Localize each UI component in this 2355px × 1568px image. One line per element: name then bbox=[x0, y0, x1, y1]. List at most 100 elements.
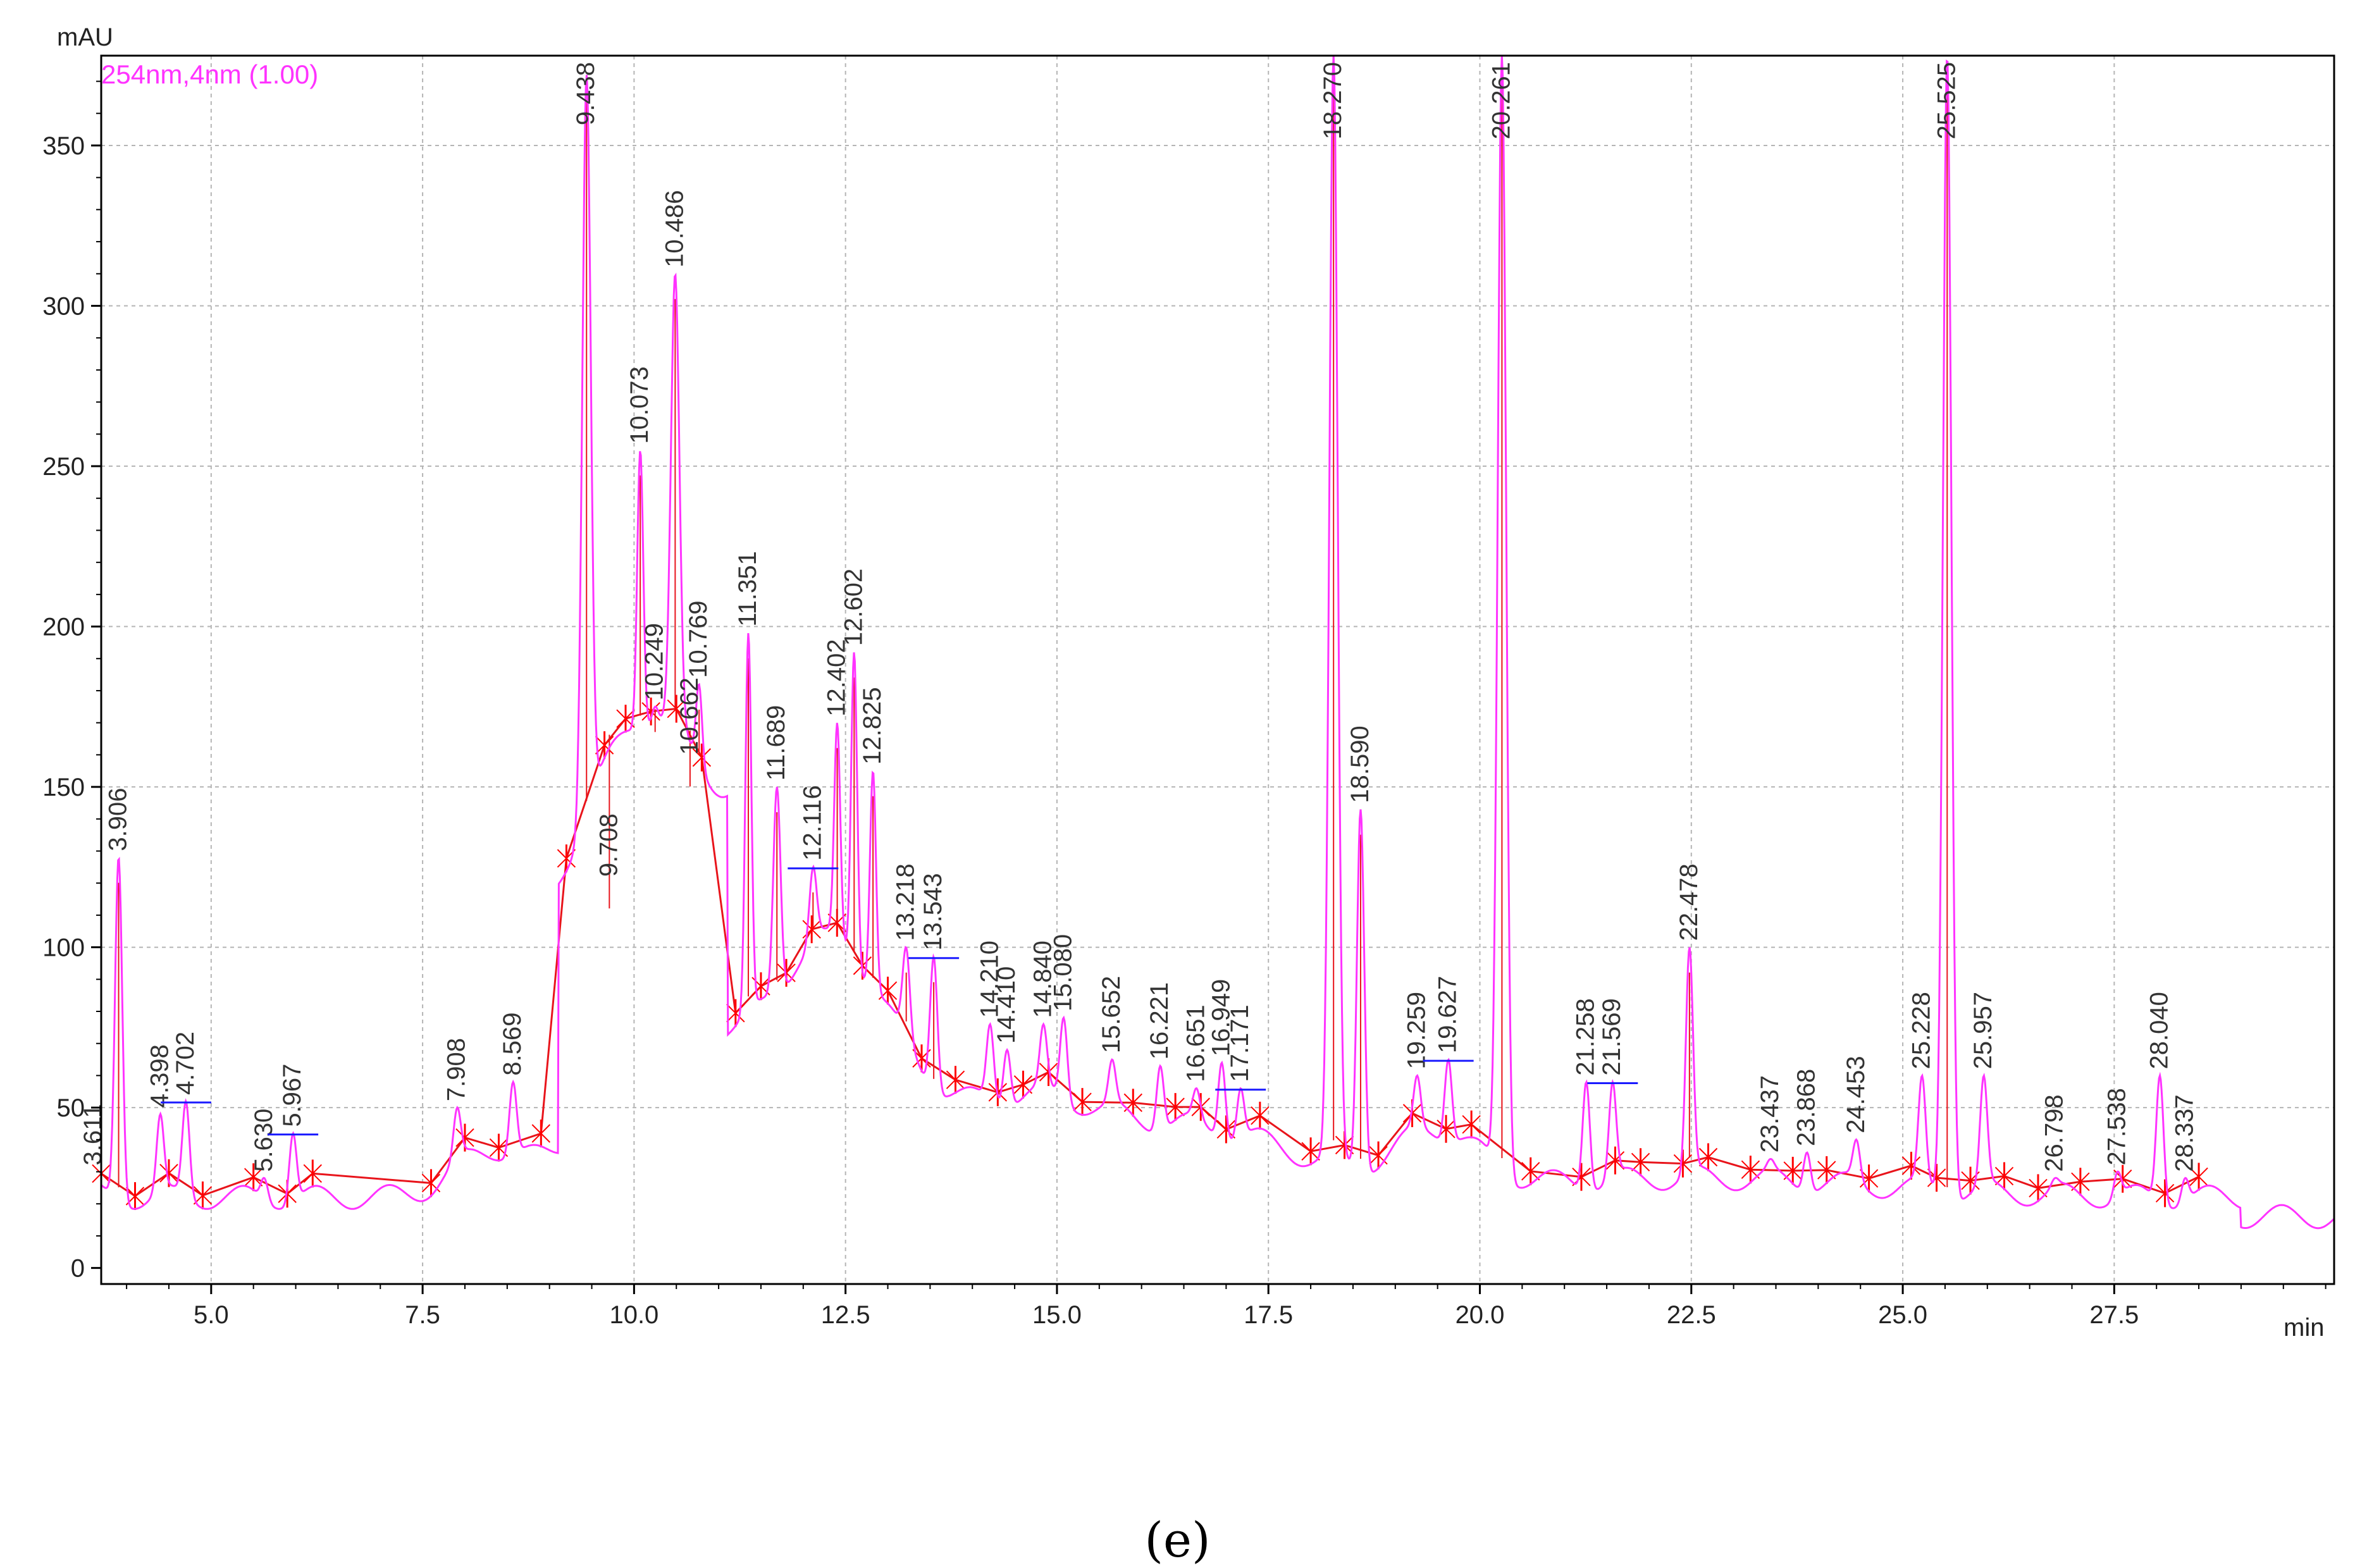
y-tick-label: 350 bbox=[42, 132, 85, 160]
peak-retention-label: 11.689 bbox=[762, 705, 790, 781]
peak-retention-label: 15.080 bbox=[1049, 934, 1077, 1011]
peak-retention-label: 17.171 bbox=[1226, 1004, 1254, 1082]
x-tick-label: 15.0 bbox=[1032, 1301, 1082, 1329]
peak-retention-label: 11.351 bbox=[734, 551, 762, 626]
peak-retention-label: 9.708 bbox=[595, 813, 622, 877]
peak-retention-label: 15.652 bbox=[1097, 976, 1125, 1053]
x-tick-label: 22.5 bbox=[1667, 1301, 1716, 1329]
peak-retention-label: 21.258 bbox=[1572, 998, 1600, 1075]
panel-label: (e) bbox=[1144, 1512, 1211, 1568]
peak-boundary-marker bbox=[1698, 1143, 1718, 1171]
peak-boundary-marker bbox=[1994, 1162, 2014, 1190]
peak-retention-label: 10.486 bbox=[660, 190, 688, 267]
peak-boundary-marker bbox=[2189, 1163, 2208, 1191]
peak-boundary-marker bbox=[595, 731, 614, 760]
peak-boundary-marker bbox=[802, 915, 821, 944]
peak-retention-label: 23.437 bbox=[1756, 1075, 1784, 1152]
peak-retention-label: 3.611 bbox=[79, 1104, 107, 1165]
peak-retention-label: 9.438 bbox=[572, 62, 600, 125]
peak-boundary-marker bbox=[1013, 1070, 1033, 1099]
peak-retention-label: 23.868 bbox=[1793, 1069, 1820, 1146]
peak-boundary-marker bbox=[1817, 1156, 1836, 1184]
peak-retention-label: 19.627 bbox=[1434, 976, 1462, 1053]
peak-boundary-marker bbox=[946, 1066, 965, 1094]
peak-retention-label: 16.221 bbox=[1146, 982, 1173, 1059]
peak-boundary-marker bbox=[1301, 1137, 1320, 1166]
peak-retention-label: 10.249 bbox=[641, 623, 669, 700]
peak-retention-label: 12.402 bbox=[823, 639, 851, 716]
peak-retention-label: 22.478 bbox=[1675, 863, 1703, 941]
peak-boundary-marker bbox=[489, 1133, 509, 1162]
peak-boundary-marker bbox=[692, 743, 712, 772]
peak-retention-label: 18.590 bbox=[1346, 725, 1374, 803]
y-tick-label: 250 bbox=[42, 453, 85, 481]
grid-lines bbox=[101, 56, 2334, 1284]
y-tick-label: 300 bbox=[42, 292, 85, 320]
peak-boundary-marker bbox=[1927, 1164, 1946, 1192]
x-tick-label: 17.5 bbox=[1244, 1301, 1293, 1329]
peak-retention-label: 25.228 bbox=[1908, 992, 1936, 1069]
integration-baseline bbox=[101, 707, 2199, 1197]
y-axis-unit-label: mAU bbox=[57, 23, 113, 51]
peak-retention-label: 14.840 bbox=[1029, 941, 1057, 1018]
peak-retention-label: 20.261 bbox=[1487, 62, 1515, 139]
y-tick-label: 200 bbox=[42, 614, 85, 641]
integration-baselines bbox=[92, 81, 2208, 1211]
x-tick-label: 5.0 bbox=[194, 1301, 229, 1329]
x-tick-label: 12.5 bbox=[821, 1301, 870, 1329]
peak-boundary-marker bbox=[667, 694, 686, 723]
peak-retention-label: 19.259 bbox=[1402, 992, 1430, 1069]
y-tick-label: 50 bbox=[57, 1094, 85, 1122]
peak-retention-label: 12.825 bbox=[858, 687, 886, 764]
peak-boundary-marker bbox=[244, 1163, 263, 1192]
peak-retention-label: 28.040 bbox=[2146, 992, 2173, 1069]
y-tick-label: 0 bbox=[71, 1255, 85, 1283]
peak-boundary-marker bbox=[641, 697, 660, 725]
x-tick-label: 27.5 bbox=[2089, 1301, 2139, 1329]
peak-retention-label: 12.602 bbox=[839, 569, 867, 646]
signal-trace bbox=[100, 55, 2335, 1230]
peak-retention-label: 8.569 bbox=[498, 1012, 526, 1075]
peak-retention-label: 13.218 bbox=[892, 863, 920, 941]
axes: mAU min 254nm,4nm (1.00) 5.0 7.5 10.0 12.5 1… bbox=[42, 23, 2335, 1342]
peak-retention-label: 12.116 bbox=[798, 785, 826, 860]
peak-boundary-marker bbox=[1216, 1115, 1236, 1144]
peak-retention-label: 5.630 bbox=[250, 1109, 278, 1172]
peak-retention-label: 16.949 bbox=[1208, 979, 1235, 1056]
peak-retention-label: 13.543 bbox=[919, 873, 947, 950]
peak-boundary-marker bbox=[1673, 1149, 1693, 1178]
peak-boundary-marker bbox=[1605, 1146, 1625, 1175]
peak-boundary-marker bbox=[2155, 1179, 2175, 1207]
y-tick-label: 150 bbox=[42, 774, 85, 801]
peak-retention-label: 10.662 bbox=[676, 677, 703, 755]
x-tick-label: 10.0 bbox=[609, 1301, 658, 1329]
peak-boundary-marker bbox=[1572, 1163, 1591, 1191]
peak-retention-label: 27.538 bbox=[2103, 1088, 2130, 1165]
peak-retention-label: 28.337 bbox=[2170, 1094, 2198, 1171]
peak-retention-label: 25.957 bbox=[1969, 992, 1997, 1069]
peak-retention-label: 4.398 bbox=[145, 1044, 173, 1108]
peak-boundary-marker bbox=[1901, 1151, 1921, 1180]
peak-boundary-marker bbox=[303, 1159, 322, 1188]
peak-boundary-marker bbox=[1462, 1110, 1481, 1139]
peak-retention-label: 14.410 bbox=[992, 966, 1020, 1044]
peak-retention-label: 26.798 bbox=[2040, 1094, 2068, 1171]
peak-retention-label: 14.210 bbox=[975, 941, 1003, 1018]
x-tick-label: 7.5 bbox=[405, 1301, 440, 1329]
peak-boundary-marker bbox=[193, 1181, 213, 1209]
peak-retention-label: 25.525 bbox=[1932, 62, 1960, 139]
peak-boundary-marker bbox=[1073, 1088, 1092, 1116]
peak-boundary-marker bbox=[726, 999, 745, 1027]
peak-retention-label: 3.906 bbox=[104, 787, 132, 851]
x-tick-label: 20.0 bbox=[1456, 1301, 1505, 1329]
peak-retention-label: 16.651 bbox=[1182, 1004, 1210, 1082]
peak-retention-label: 18.270 bbox=[1319, 62, 1347, 139]
peak-boundary-marker bbox=[1369, 1141, 1388, 1170]
y-tick-label: 100 bbox=[42, 934, 85, 962]
chromatogram-trace bbox=[100, 55, 2335, 1230]
peak-boundary-marker bbox=[1166, 1093, 1185, 1121]
peak-retention-label: 10.769 bbox=[684, 600, 712, 677]
peak-retention-label: 10.073 bbox=[626, 366, 653, 443]
